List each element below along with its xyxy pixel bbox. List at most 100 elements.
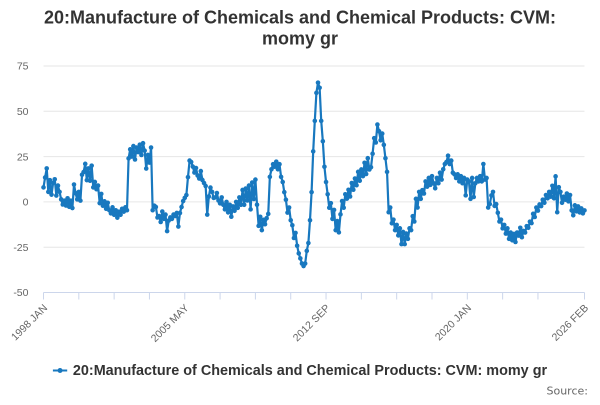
series-point-marker xyxy=(501,222,507,228)
series-point-marker xyxy=(431,180,436,186)
series-point-marker xyxy=(249,180,255,185)
series-point-marker xyxy=(82,161,88,167)
series-point-marker xyxy=(98,191,104,197)
series-point-marker xyxy=(127,147,133,152)
series-point-marker xyxy=(413,196,419,202)
series-point-marker xyxy=(445,153,451,158)
series-point-marker xyxy=(320,138,326,144)
series-point-marker xyxy=(394,222,399,228)
series-point-marker xyxy=(115,215,120,220)
series-point-marker xyxy=(124,207,130,213)
series-point-marker xyxy=(224,199,229,205)
series-point-marker xyxy=(185,174,191,180)
series-point-marker xyxy=(469,175,475,181)
x-axis-tick-label: 2026 FEB xyxy=(550,302,592,344)
series-point-marker xyxy=(188,159,194,165)
series-point-marker xyxy=(368,164,374,170)
series-point-marker xyxy=(71,182,77,187)
series-point-marker xyxy=(298,256,303,261)
series-point-marker xyxy=(423,179,428,184)
series-point-marker xyxy=(344,196,350,201)
series-point-marker xyxy=(204,212,210,217)
series-point-marker xyxy=(290,222,295,228)
series-point-marker xyxy=(81,169,86,175)
series-point-marker xyxy=(192,170,197,175)
series-point-marker xyxy=(312,118,318,124)
series-point-marker xyxy=(354,182,359,188)
series-point-marker xyxy=(359,167,364,172)
series-point-marker xyxy=(493,201,499,207)
series-point-marker xyxy=(206,194,212,199)
series-point-marker xyxy=(323,179,329,185)
series-point-marker xyxy=(118,212,123,218)
series-point-marker xyxy=(129,154,135,159)
series-point-marker xyxy=(148,145,154,150)
series-point-marker xyxy=(92,179,98,185)
series-point-marker xyxy=(248,207,253,212)
series-point-marker xyxy=(156,213,162,219)
series-point-marker xyxy=(134,145,139,150)
series-point-marker xyxy=(161,216,167,222)
series-point-marker xyxy=(362,160,367,166)
legend-item[interactable]: 20:Manufacture of Chemicals and Chemical… xyxy=(52,363,548,379)
series-point-marker xyxy=(105,200,111,206)
series-point-marker xyxy=(315,80,321,85)
series-point-marker xyxy=(139,152,144,158)
series-point-marker xyxy=(434,175,440,181)
series-point-marker xyxy=(241,202,247,208)
series-point-marker xyxy=(44,166,50,171)
series-point-marker xyxy=(349,180,355,186)
series-point-marker xyxy=(208,185,213,190)
series-point-marker xyxy=(355,169,361,175)
series-point-marker xyxy=(351,187,356,193)
series-point-marker xyxy=(378,137,383,143)
series-point-marker xyxy=(132,157,138,162)
series-point-marker xyxy=(338,212,343,217)
series-point-marker xyxy=(275,166,281,172)
series-point-marker xyxy=(558,189,563,195)
series-point-marker xyxy=(432,186,438,191)
series-point-marker xyxy=(177,210,183,216)
series-point-marker xyxy=(477,173,483,179)
y-axis-tick-label: 50 xyxy=(17,106,29,118)
series-point-marker xyxy=(375,122,380,127)
series-point-marker xyxy=(214,190,220,196)
series-point-marker xyxy=(94,186,99,192)
series-point-marker xyxy=(429,173,435,179)
series-point-marker xyxy=(476,179,481,184)
series-point-marker xyxy=(147,160,152,165)
series-point-marker xyxy=(463,193,469,198)
series-point-marker xyxy=(49,192,54,197)
series-point-marker xyxy=(517,225,523,231)
series-point-marker xyxy=(259,227,265,233)
series-point-marker xyxy=(383,155,388,161)
series-point-marker xyxy=(288,217,294,223)
series-point-marker xyxy=(487,201,493,207)
series-point-marker xyxy=(163,212,168,217)
series-point-marker xyxy=(283,197,289,203)
series-point-marker xyxy=(503,231,509,236)
series-point-marker xyxy=(246,183,252,188)
series-point-marker xyxy=(302,261,308,266)
series-point-marker xyxy=(164,228,170,234)
series-point-marker xyxy=(325,191,330,197)
series-point-marker xyxy=(293,230,298,236)
series-point-marker xyxy=(198,168,204,174)
series-point-marker xyxy=(500,226,505,231)
series-point-marker xyxy=(415,205,420,210)
series-point-marker xyxy=(150,207,155,213)
series-point-marker xyxy=(371,135,377,141)
series-point-marker xyxy=(447,161,452,167)
legend-marker-icon xyxy=(57,368,63,373)
series-point-marker xyxy=(522,230,528,235)
series-point-marker xyxy=(285,210,290,215)
series-point-marker xyxy=(357,178,363,183)
series-point-marker xyxy=(439,177,444,182)
x-axis-labels: 1998 JAN 2005 MAY 2012 SEP 2020 JAN 2026 FEB xyxy=(9,302,591,345)
series-point-marker xyxy=(505,226,510,231)
series-point-marker xyxy=(50,180,56,186)
series-point-marker xyxy=(291,235,297,241)
series-point-marker xyxy=(253,177,258,182)
